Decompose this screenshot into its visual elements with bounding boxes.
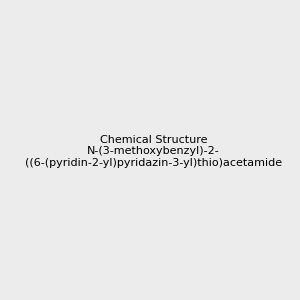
Text: Chemical Structure
N-(3-methoxybenzyl)-2-
((6-(pyridin-2-yl)pyridazin-3-yl)thio): Chemical Structure N-(3-methoxybenzyl)-2… bbox=[25, 135, 282, 168]
